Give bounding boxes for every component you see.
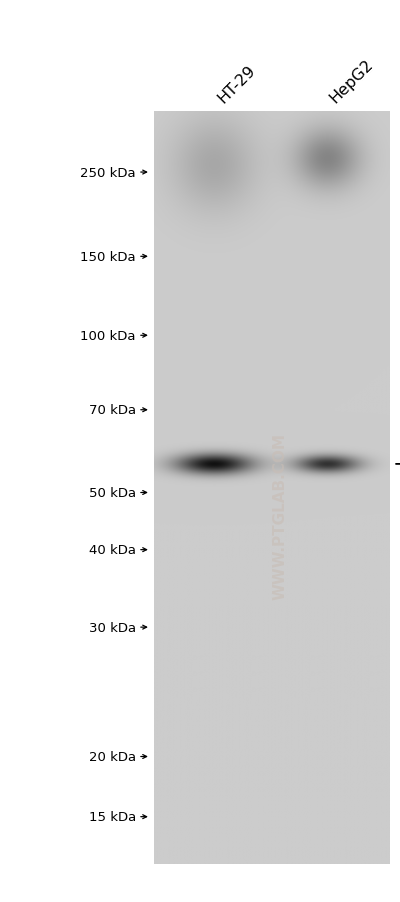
Text: 250 kDa: 250 kDa: [80, 166, 136, 179]
Text: 15 kDa: 15 kDa: [89, 810, 136, 824]
Text: WWW.PTGLAB.COM: WWW.PTGLAB.COM: [272, 432, 288, 599]
Text: 40 kDa: 40 kDa: [89, 544, 136, 557]
Text: 70 kDa: 70 kDa: [89, 404, 136, 417]
Text: HT-29: HT-29: [215, 62, 259, 106]
Text: 20 kDa: 20 kDa: [89, 750, 136, 763]
Text: 30 kDa: 30 kDa: [89, 621, 136, 634]
Text: HepG2: HepG2: [326, 56, 376, 106]
Text: 100 kDa: 100 kDa: [80, 329, 136, 343]
Text: 150 kDa: 150 kDa: [80, 251, 136, 263]
Text: 50 kDa: 50 kDa: [89, 486, 136, 500]
